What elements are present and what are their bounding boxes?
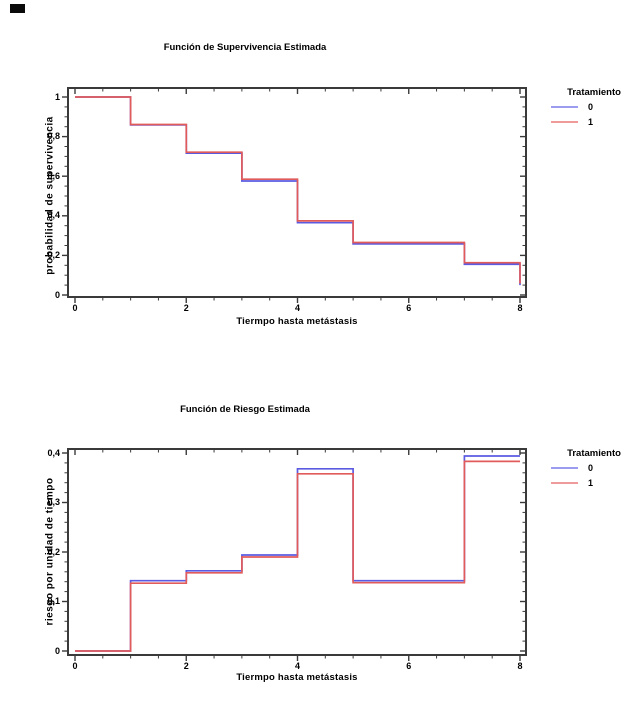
- legend: Tratamiento 0 1: [548, 87, 640, 128]
- legend-entry-label: 0: [588, 462, 594, 473]
- series-line-1: [75, 460, 520, 652]
- y-tick-label: 0,2: [47, 249, 60, 260]
- legend-line-icon: [551, 120, 578, 123]
- window-corner-mark: [10, 4, 25, 13]
- y-tick-label: 0,6: [47, 170, 60, 181]
- legend-entry: 0: [548, 461, 640, 474]
- axis-ticks: [62, 88, 526, 303]
- x-tick-label: 4: [294, 661, 300, 671]
- y-tick-label: 0: [54, 645, 60, 656]
- x-tick-label: 8: [517, 303, 523, 313]
- x-tick-label: 0: [72, 303, 78, 313]
- y-axis-label: probabilidad de supervivencia: [44, 116, 56, 275]
- legend-line-icon: [551, 105, 578, 108]
- x-axis-label: Tiermpo hasta metástasis: [236, 672, 358, 683]
- y-tick-label: 0,8: [47, 131, 60, 142]
- x-tick-label: 2: [183, 661, 189, 671]
- y-tick-label: 0,1: [47, 596, 60, 606]
- legend-entry-label: 1: [588, 116, 594, 127]
- x-axis-label: Tiermpo hasta metástasis: [236, 316, 358, 327]
- x-tick-label: 2: [183, 303, 189, 313]
- legend: Tratamiento 0 1: [548, 448, 640, 489]
- chart-0: [62, 87, 527, 303]
- legend-title: Tratamiento: [567, 87, 621, 98]
- legend-entry-label: 1: [588, 477, 594, 488]
- y-tick-label: 0: [54, 289, 60, 300]
- chart-title: Función de Supervivencia Estimada: [163, 42, 327, 53]
- y-tick-label: 1: [54, 91, 60, 102]
- legend-line-icon: [551, 481, 578, 484]
- chart-title: Función de Riesgo Estimada: [180, 404, 310, 415]
- y-tick-label: 0,3: [47, 497, 60, 507]
- x-tick-label: 8: [517, 661, 523, 671]
- legend-entry: 1: [548, 115, 640, 128]
- legend-title: Tratamiento: [567, 448, 621, 459]
- x-tick-label: 6: [406, 661, 412, 671]
- plot-frame: [67, 448, 527, 656]
- x-tick-label: 6: [406, 303, 412, 313]
- y-tick-label: 0,4: [47, 447, 60, 458]
- legend-entry: 0: [548, 100, 640, 113]
- legend-entry-label: 0: [588, 101, 594, 112]
- legend-line-icon: [551, 466, 578, 469]
- series-line-1: [75, 96, 521, 284]
- y-tick-label: 0,2: [47, 546, 60, 557]
- chart-1: [62, 448, 527, 661]
- x-tick-label: 0: [72, 661, 78, 671]
- legend-entry: 1: [548, 476, 640, 489]
- y-tick-label: 0,4: [47, 210, 60, 221]
- plot-frame: [67, 87, 527, 298]
- series-line-0: [75, 455, 520, 652]
- x-tick-label: 4: [294, 303, 300, 313]
